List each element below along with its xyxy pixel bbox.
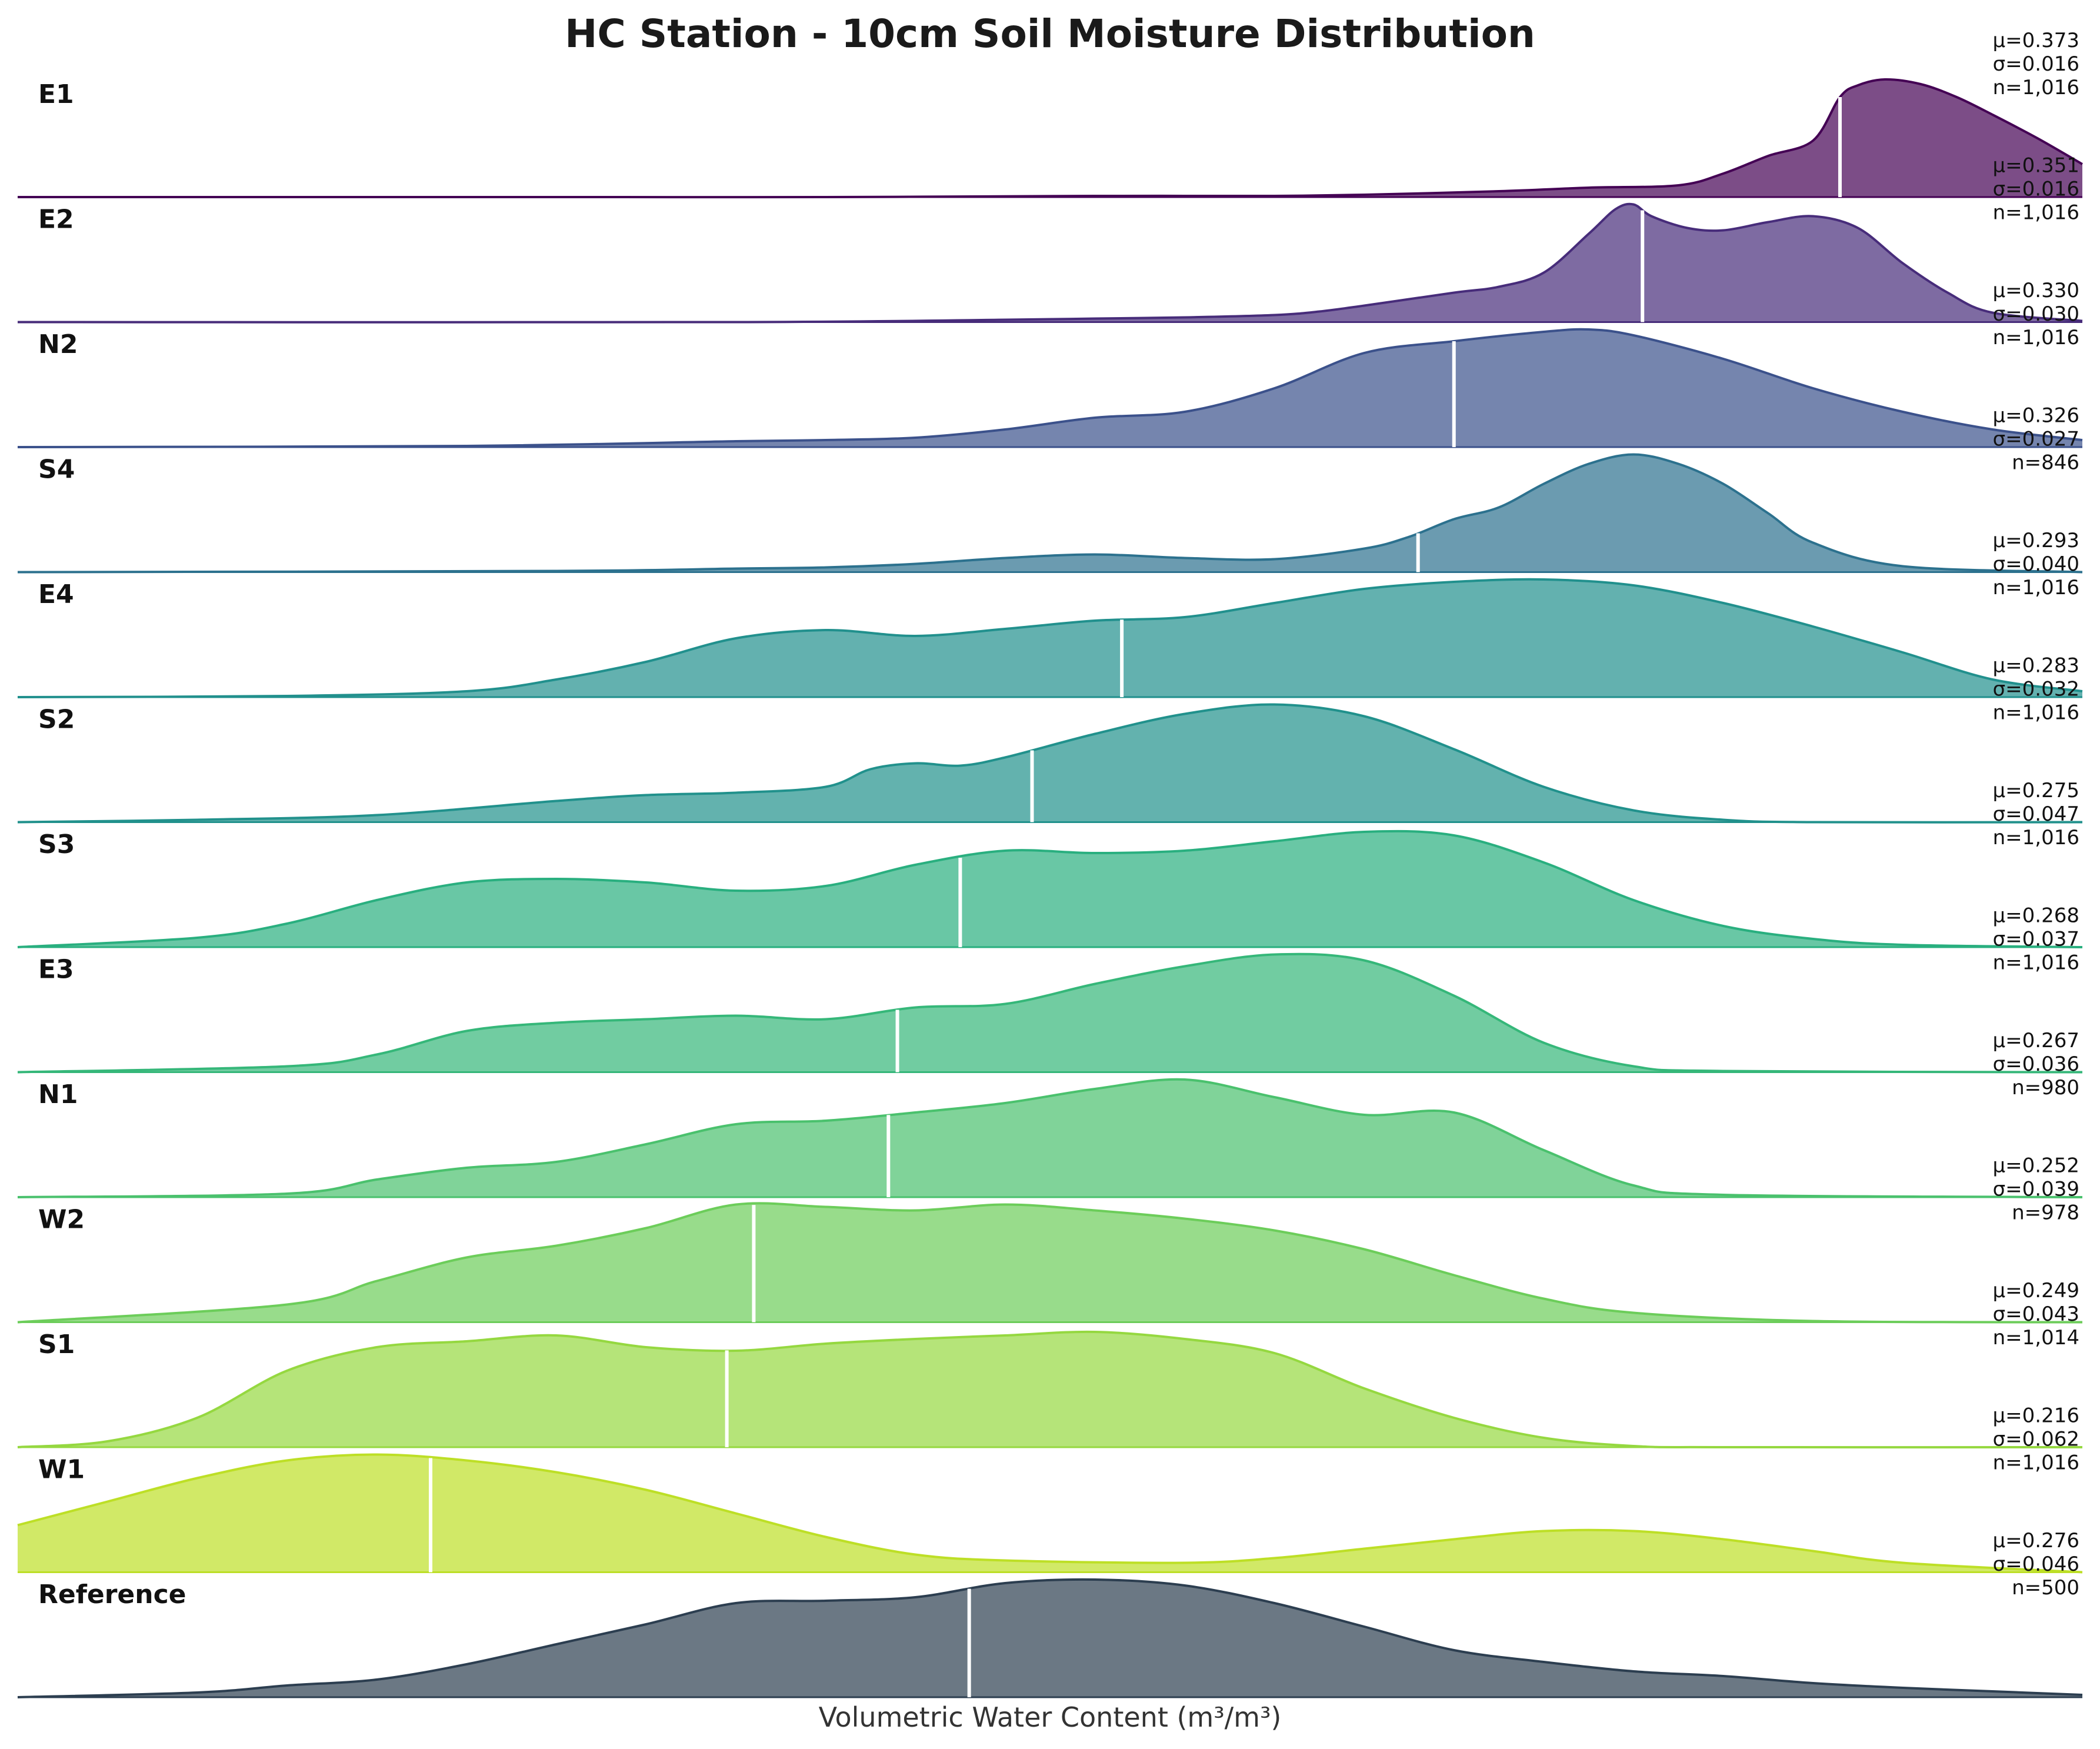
count-stat: n=1,016 xyxy=(1993,701,2079,725)
mean-stat: μ=0.326 xyxy=(1993,404,2079,428)
count-stat: n=1,016 xyxy=(1993,326,2079,349)
row-label: E3 xyxy=(38,955,74,985)
sigma-stat: σ=0.047 xyxy=(1993,802,2079,826)
count-stat: n=1,016 xyxy=(1993,201,2079,225)
row-label: S3 xyxy=(38,829,75,859)
mean-stat: μ=0.216 xyxy=(1993,1404,2079,1428)
mean-stat: μ=0.351 xyxy=(1993,154,2079,178)
count-stat: n=1,016 xyxy=(1993,1451,2079,1475)
density-area xyxy=(18,454,2082,572)
chart-title: HC Station - 10cm Soil Moisture Distribu… xyxy=(565,11,1535,56)
density-area xyxy=(18,1079,2082,1197)
row-label: S4 xyxy=(38,455,75,485)
sigma-stat: σ=0.016 xyxy=(1993,178,2079,201)
count-stat: n=1,014 xyxy=(1993,1326,2079,1350)
density-area xyxy=(18,79,2082,198)
density-area xyxy=(18,1331,2082,1448)
density-line xyxy=(17,453,2083,574)
density-line xyxy=(17,1330,2083,1449)
density-area xyxy=(18,204,2082,322)
count-stat: n=1,016 xyxy=(1993,76,2079,99)
sigma-stat: σ=0.043 xyxy=(1993,1302,2079,1326)
count-stat: n=1,016 xyxy=(1993,826,2079,849)
count-stat: n=978 xyxy=(2012,1201,2079,1225)
density-area xyxy=(18,1579,2082,1697)
mean-stat: μ=0.373 xyxy=(1993,29,2079,52)
density-line xyxy=(17,703,2083,824)
sigma-stat: σ=0.039 xyxy=(1993,1178,2079,1201)
sigma-stat: σ=0.016 xyxy=(1993,52,2079,76)
density-line xyxy=(17,202,2083,324)
mean-stat: μ=0.267 xyxy=(1993,1029,2079,1052)
density-line xyxy=(17,578,2083,698)
row-label: S1 xyxy=(38,1330,75,1360)
density-area xyxy=(18,1203,2082,1322)
row-label: W2 xyxy=(38,1205,85,1235)
density-area xyxy=(18,831,2082,947)
density-area xyxy=(18,704,2082,822)
mean-stat: μ=0.330 xyxy=(1993,279,2079,302)
row-label: Reference xyxy=(38,1580,186,1610)
mean-stat: μ=0.276 xyxy=(1993,1529,2079,1553)
count-stat: n=1,016 xyxy=(1993,576,2079,599)
sigma-stat: σ=0.040 xyxy=(1993,552,2079,576)
count-stat: n=980 xyxy=(2012,1076,2079,1100)
sigma-stat: σ=0.027 xyxy=(1993,428,2079,451)
density-line xyxy=(17,952,2083,1074)
density-line xyxy=(17,829,2083,948)
density-line xyxy=(17,328,2083,448)
count-stat: n=1,016 xyxy=(1993,951,2079,975)
density-line xyxy=(17,1453,2083,1574)
ridges: E1μ=0.373σ=0.016n=1,016E2μ=0.351σ=0.016n… xyxy=(17,29,2083,1698)
density-area xyxy=(18,954,2082,1072)
sigma-stat: σ=0.046 xyxy=(1993,1553,2079,1576)
count-stat: n=846 xyxy=(2012,451,2079,475)
density-area xyxy=(18,579,2082,697)
mean-stat: μ=0.293 xyxy=(1993,529,2079,552)
density-area xyxy=(18,1454,2082,1573)
mean-stat: μ=0.252 xyxy=(1993,1154,2079,1178)
sigma-stat: σ=0.037 xyxy=(1993,928,2079,951)
row-label: N1 xyxy=(38,1080,78,1110)
density-line xyxy=(17,1578,2083,1698)
sigma-stat: σ=0.030 xyxy=(1993,302,2079,326)
density-line xyxy=(17,1078,2083,1198)
row-label: W1 xyxy=(38,1455,85,1485)
count-stat: n=500 xyxy=(2012,1576,2079,1600)
sigma-stat: σ=0.036 xyxy=(1993,1052,2079,1076)
sigma-stat: σ=0.062 xyxy=(1993,1428,2079,1451)
mean-stat: μ=0.268 xyxy=(1993,904,2079,928)
density-area xyxy=(18,329,2082,447)
row-label: E4 xyxy=(38,579,74,609)
x-axis-label: Volumetric Water Content (m³/m³) xyxy=(819,1701,1282,1733)
mean-stat: μ=0.249 xyxy=(1993,1279,2079,1302)
mean-stat: μ=0.275 xyxy=(1993,779,2079,802)
sigma-stat: σ=0.032 xyxy=(1993,678,2079,701)
mean-stat: μ=0.283 xyxy=(1993,654,2079,678)
row-label: E1 xyxy=(38,79,74,109)
row-label: S2 xyxy=(38,705,75,735)
density-line xyxy=(17,1202,2083,1324)
row-label: N2 xyxy=(38,329,78,359)
row-label: E2 xyxy=(38,205,74,235)
